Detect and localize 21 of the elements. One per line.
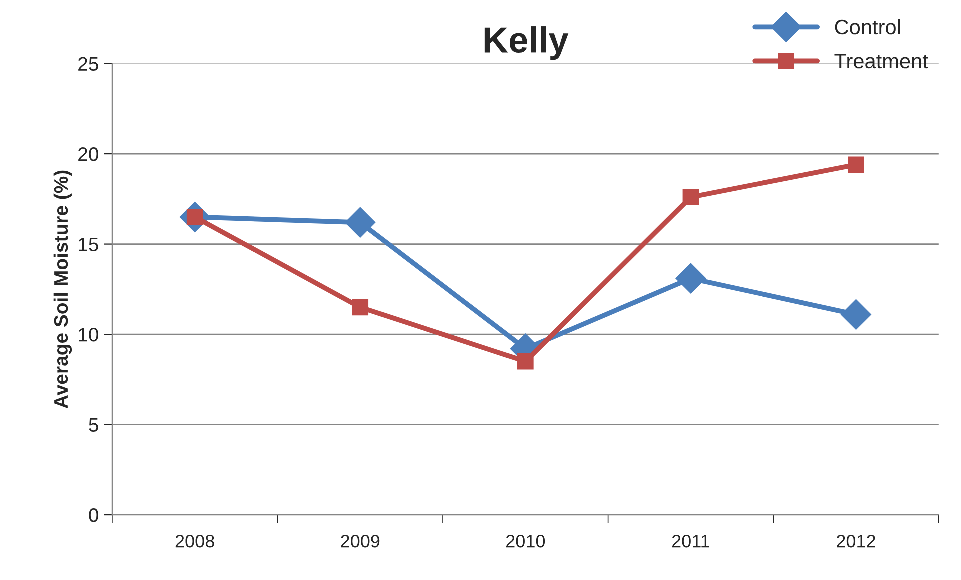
point (676, 263, 706, 294)
y-tick-label: 0 (89, 508, 98, 522)
x-tick-label: 2012 (837, 534, 876, 548)
x-tick-label: 2011 (672, 534, 710, 548)
point (345, 207, 376, 238)
x-tick-label: 2008 (176, 534, 214, 548)
y-tick-label: 15 (79, 238, 98, 252)
point (841, 299, 872, 330)
y-tick-label: 5 (89, 418, 98, 432)
legend-label: Control (835, 19, 900, 35)
point (682, 189, 700, 206)
y-tick-label: 10 (79, 328, 98, 342)
point (352, 299, 369, 316)
point (518, 353, 534, 370)
y-tick-label: 25 (78, 57, 98, 72)
point (848, 156, 864, 174)
y-tick-label: 20 (78, 148, 98, 162)
x-tick-label: 2010 (506, 534, 546, 548)
x-tick-label: 2009 (341, 534, 380, 548)
chart-title: Kelly (484, 26, 569, 60)
y-axis-title: Average Soil Moisture (%) (54, 170, 72, 408)
